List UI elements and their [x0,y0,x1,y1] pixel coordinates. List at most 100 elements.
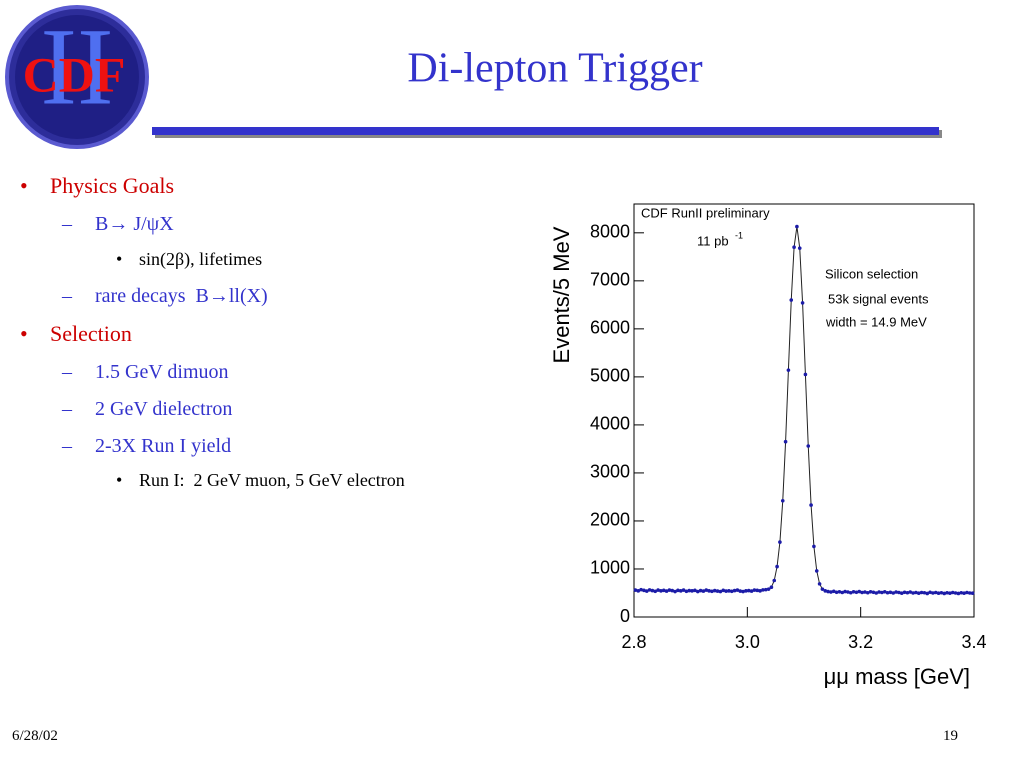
data-point [908,590,913,594]
data-point [959,590,964,595]
data-point [789,298,794,302]
bullet: Selection [20,323,132,346]
logo-text: CDF [23,46,126,102]
data-point [880,590,884,595]
data-point [783,439,788,444]
y-axis-label: Events/5 MeV [549,226,574,363]
data-point [936,591,941,596]
data-point [882,589,887,594]
data-point [970,591,975,596]
data-point [962,591,966,596]
data-point [772,578,777,583]
data-point [925,591,930,596]
y-tick-label: 6000 [590,318,630,338]
fit-curve [635,226,973,594]
data-point [863,590,867,594]
sub-bullet: 2 GeV dielectron [62,399,232,419]
data-point [673,589,677,594]
chart: 0 1000 2000 3000 4000 5000 6000 7000 8000 2.8 3.0 3… [549,203,987,689]
data-point [712,588,717,593]
data-point [718,589,723,594]
data-point [758,589,762,593]
data-point [874,591,879,595]
data-point [761,588,765,592]
data-point [933,590,938,595]
data-point [741,589,745,594]
data-point [667,588,672,592]
data-point [809,503,813,507]
x-tick-label: 3.4 [961,632,986,652]
data-point [916,591,921,596]
title-bar [152,127,939,135]
data-point [860,590,864,595]
data-point [843,589,847,594]
data-point [684,589,689,594]
data-point [746,588,751,593]
data-point [950,590,955,595]
data-point [967,591,972,595]
slide-title: Di-lepton Trigger [407,46,702,92]
data-point [650,588,655,593]
y-tick-label: 5000 [590,366,630,386]
data-point [735,588,740,592]
data-point [639,587,643,592]
data-point [769,585,774,590]
data-point [885,590,890,595]
sub-bullet: rare decays B→ll(X) [62,286,268,306]
logo-inner [15,15,139,139]
data-point [687,588,692,593]
data-point [642,588,646,593]
data-point [897,590,901,595]
data-point [939,590,944,595]
data-point [795,224,799,229]
data-point [840,590,845,595]
x-axis-label: μμ mass [GeV] [824,664,970,689]
data-point [837,589,842,594]
data-point [633,588,638,592]
data-point [752,588,757,592]
data-point [766,587,771,591]
data-point [670,588,675,593]
sub-bullet: 2-3X Run I yield [62,436,231,456]
annotation: 53k signal events [828,291,929,306]
data-point [902,590,907,595]
data-point [928,590,932,595]
data-point [834,590,839,595]
data-point [877,590,881,594]
data-point [868,589,873,594]
data-point [744,589,748,593]
data-point [922,590,927,595]
data-point [942,591,947,596]
data-point [721,588,726,593]
data-point [826,589,830,594]
data-point [814,569,819,573]
data-point [931,591,935,595]
data-point [812,544,816,549]
data-point [698,588,703,593]
data-point [704,588,709,592]
data-point [829,590,833,594]
annotation: CDF RunII preliminary [641,205,770,220]
annotation: width = 14.9 MeV [825,314,927,329]
data-point [831,589,836,594]
data-point [846,590,850,594]
page-number: 19 [943,728,958,744]
y-tick-label: 2000 [590,510,630,530]
data-point [797,246,802,250]
data-point [848,590,853,595]
data-point [823,589,828,593]
y-tick-label: 1000 [590,558,630,578]
data-point [738,589,743,593]
y-tick-label: 0 [620,606,630,626]
data-point [800,301,805,305]
logo-numeral: II [40,5,113,127]
data-point [914,590,918,595]
data-point [647,588,652,592]
data-point [919,590,924,595]
data-point [678,589,683,593]
data-point [715,589,720,593]
data-point [676,588,680,593]
data-point [729,589,734,594]
